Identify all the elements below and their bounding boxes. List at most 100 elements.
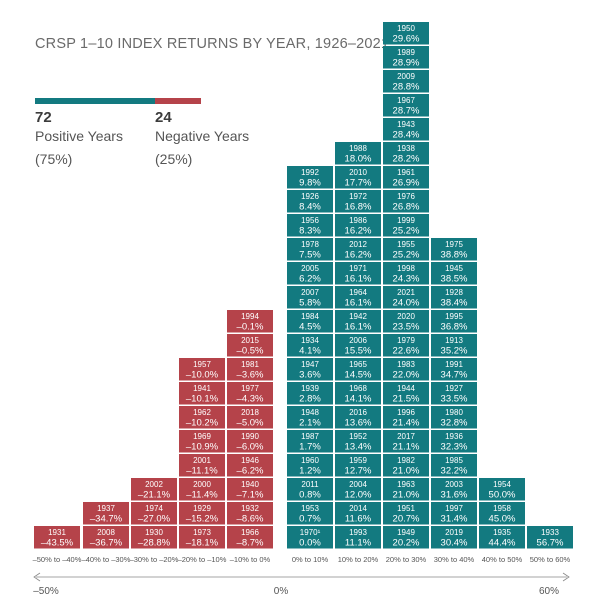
year-cell-bar [383,238,429,261]
negative-years-label: Negative Years [155,128,250,144]
return-value-label: –0.5% [237,346,264,357]
year-label: 1939 [301,384,319,393]
bin-range-label: –30% to –20% [130,555,179,564]
year-cell-bar [383,382,429,405]
return-value-label: 2.1% [299,418,321,429]
year-cell-bar [383,286,429,309]
year-label: 1934 [301,336,319,345]
year-cell-bar [335,310,381,333]
year-label: 1992 [301,168,319,177]
bin-range-label: –40% to –30% [82,555,131,564]
year-cell-bar [131,502,177,525]
year-label: 1998 [397,264,415,273]
year-label: 1982 [397,456,415,465]
return-value-label: –5.0% [237,418,264,429]
return-value-label: –15.2% [186,514,219,525]
year-cell-bar [287,334,333,357]
year-cell-bar [179,502,225,525]
return-value-label: –18.1% [186,538,219,549]
year-label: 1928 [445,288,463,297]
year-cell: 1977–4.3% [227,382,273,405]
year-cell-bar [131,526,177,549]
year-label: 1985 [445,456,463,465]
year-label: 1986 [349,216,367,225]
year-label: 1950 [397,24,415,33]
year-label: 1972 [349,192,367,201]
year-label: 1988 [349,144,367,153]
year-cell-bar [479,526,525,549]
year-cell-bar [431,502,477,525]
year-label: 1959 [349,456,367,465]
year-label: 1946 [241,456,259,465]
year-cell-bar [383,334,429,357]
return-value-label: 16.8% [345,202,372,213]
return-value-label: 5.8% [299,298,321,309]
year-label: 1962 [193,408,211,417]
return-value-label: 50.0% [489,490,516,501]
year-label: 1929 [193,504,211,513]
year-cell-bar [335,406,381,429]
year-cell-bar [179,526,225,549]
return-value-label: 12.0% [345,490,372,501]
year-cell-bar [479,478,525,501]
return-value-label: 16.2% [345,250,372,261]
year-cell: 2002–21.1% [131,478,177,501]
chart-title: CRSP 1–10 INDEX RETURNS BY YEAR, 1926–20… [35,36,390,52]
year-cell-bar [227,430,273,453]
return-value-label: –27.0% [138,514,171,525]
year-label: 1933 [541,528,559,537]
year-cell-bar [287,502,333,525]
year-label: 2008 [97,528,115,537]
return-value-label: 18.0% [345,154,372,165]
year-label: 2016 [349,408,367,417]
year-cell-bar [287,214,333,237]
year-label: 1979 [397,336,415,345]
return-value-label: 25.2% [393,226,420,237]
year-label: 1997 [445,504,463,513]
return-value-label: 1.2% [299,466,321,477]
year-label: 1999 [397,216,415,225]
return-value-label: –36.7% [90,538,123,549]
year-label: 1948 [301,408,319,417]
year-cell-bar [131,478,177,501]
year-label: 1936 [445,432,463,441]
return-value-label: 34.7% [441,370,468,381]
year-cell-bar [383,70,429,93]
return-value-label: 4.5% [299,322,321,333]
axis-label-left: –50% [33,586,59,597]
year-cell-bar [335,430,381,453]
year-label: 1935 [493,528,511,537]
return-value-label: 16.1% [345,274,372,285]
year-label: 1961 [397,168,415,177]
year-label: 1955 [397,240,415,249]
return-value-label: 28.8% [393,82,420,93]
return-value-label: 12.7% [345,466,372,477]
year-label: 2015 [241,336,259,345]
year-cell: 2000–11.4% [179,478,225,501]
year-label: 2010 [349,168,367,177]
return-value-label: 22.0% [393,370,420,381]
year-label: 2002 [145,480,163,489]
year-label: 1970¹ [300,528,321,537]
return-value-label: 21.4% [393,418,420,429]
return-value-label: 16.2% [345,226,372,237]
year-cell: 1974–27.0% [131,502,177,525]
year-cell-bar [431,310,477,333]
